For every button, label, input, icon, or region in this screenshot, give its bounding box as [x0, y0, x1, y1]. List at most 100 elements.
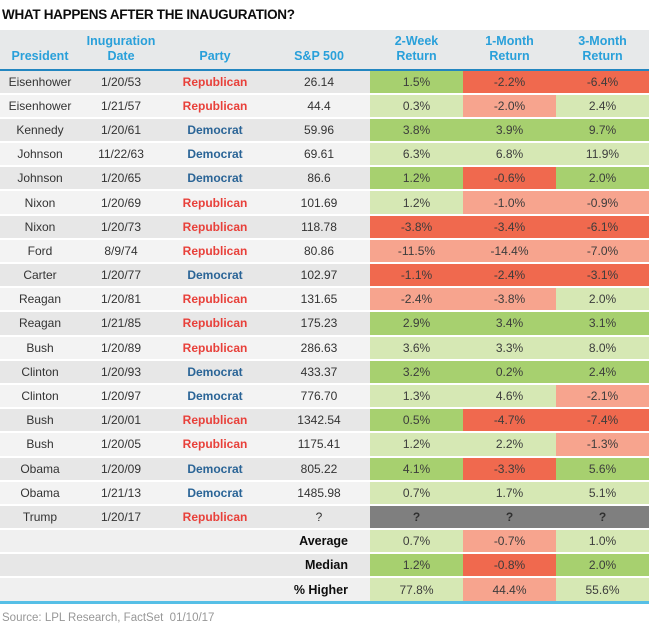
sp500-cell: 1342.54 [268, 408, 370, 434]
date-cell: 1/20/73 [80, 214, 162, 240]
return-cell-3-month: 5.1% [556, 480, 649, 506]
president-cell: Bush [0, 432, 80, 458]
summary-return-cell-2-week: 1.2% [370, 553, 463, 579]
summary-label: Median [0, 553, 370, 579]
return-cell-2-week: 1.3% [370, 383, 463, 410]
return-cell-1-month: ? [463, 504, 556, 531]
party-cell: Republican [162, 335, 268, 361]
president-cell: Kennedy [0, 117, 80, 144]
sp500-cell: 776.70 [268, 383, 370, 410]
return-cell-2-week: 3.2% [370, 359, 463, 385]
return-cell-1-month: 0.2% [463, 359, 556, 385]
summary-return-cell-1-month: 44.4% [463, 577, 556, 604]
table-row: Reagan 1/20/81 Republican 131.65 -2.4% -3.8% 2… [0, 287, 649, 313]
sp500-cell: 118.78 [268, 214, 370, 240]
party-cell: Republican [162, 69, 268, 95]
return-cell-2-week: -2.4% [370, 287, 463, 313]
return-cell-2-week: 3.6% [370, 335, 463, 361]
party-cell: Republican [162, 432, 268, 458]
return-cell-2-week: -3.8% [370, 214, 463, 240]
sp500-cell: 175.23 [268, 311, 370, 337]
return-cell-2-week: 1.2% [370, 432, 463, 458]
date-cell: 1/20/53 [80, 69, 162, 95]
return-cell-2-week: 0.7% [370, 480, 463, 506]
date-cell: 8/9/74 [80, 238, 162, 265]
return-cell-1-month: -4.7% [463, 408, 556, 434]
return-cell-1-month: -14.4% [463, 238, 556, 265]
date-cell: 1/21/57 [80, 93, 162, 119]
column-header-return-2-week: 2-Week Return [370, 30, 463, 71]
return-cell-3-month: 11.9% [556, 142, 649, 168]
party-cell: Republican [162, 214, 268, 240]
return-cell-1-month: 6.8% [463, 142, 556, 168]
table-row: Carter 1/20/77 Democrat 102.97 -1.1% -2.4% -3.… [0, 263, 649, 289]
table-row: Kennedy 1/20/61 Democrat 59.96 3.8% 3.9% 9.7% [0, 117, 649, 144]
return-cell-3-month: -6.1% [556, 214, 649, 240]
summary-return-cell-3-month: 2.0% [556, 553, 649, 579]
return-cell-3-month: -3.1% [556, 263, 649, 289]
summary-row: Median 1.2% -0.8% 2.0% [0, 553, 649, 579]
date-cell: 1/20/69 [80, 190, 162, 216]
summary-return-cell-1-month: -0.7% [463, 528, 556, 555]
summary-return-cell-1-month: -0.8% [463, 553, 556, 579]
sp500-cell: 131.65 [268, 287, 370, 313]
table-header: President Inuguration Date Party S&P 500 2-We… [0, 30, 649, 71]
return-cell-1-month: 3.3% [463, 335, 556, 361]
summary-row: Average 0.7% -0.7% 1.0% [0, 528, 649, 555]
return-cell-1-month: 2.2% [463, 432, 556, 458]
return-cell-3-month: -2.1% [556, 383, 649, 410]
chart-title: WHAT HAPPENS AFTER THE INAUGURATION? [2, 7, 295, 22]
summary-label: % Higher [0, 577, 370, 604]
return-cell-3-month: 2.0% [556, 166, 649, 192]
president-cell: Johnson [0, 142, 80, 168]
sp500-cell: 1485.98 [268, 480, 370, 506]
return-cell-1-month: -0.6% [463, 166, 556, 192]
return-cell-1-month: 1.7% [463, 480, 556, 506]
president-cell: Trump [0, 504, 80, 531]
president-cell: Nixon [0, 190, 80, 216]
return-cell-3-month: ? [556, 504, 649, 531]
summary-body: Average 0.7% -0.7% 1.0% Median 1.2% -0.8% 2.0%%… [0, 528, 649, 604]
return-cell-1-month: -1.0% [463, 190, 556, 216]
sp500-cell: 805.22 [268, 456, 370, 482]
return-cell-1-month: -2.0% [463, 93, 556, 119]
table-row: Bush 1/20/01 Republican 1342.54 0.5% -4.7% -7.… [0, 408, 649, 434]
return-cell-3-month: 8.0% [556, 335, 649, 361]
president-cell: Nixon [0, 214, 80, 240]
sp500-cell: 1175.41 [268, 432, 370, 458]
column-header-party: Party [162, 30, 268, 71]
column-header-president: President [0, 30, 80, 71]
party-cell: Democrat [162, 263, 268, 289]
date-cell: 1/20/17 [80, 504, 162, 531]
column-header-sp500: S&P 500 [268, 30, 370, 71]
party-cell: Republican [162, 238, 268, 265]
return-cell-1-month: 3.4% [463, 311, 556, 337]
return-cell-2-week: ? [370, 504, 463, 531]
table-row: Obama 1/21/13 Democrat 1485.98 0.7% 1.7% 5.1% [0, 480, 649, 506]
sp500-cell: 59.96 [268, 117, 370, 144]
party-cell: Republican [162, 311, 268, 337]
return-cell-3-month: 5.6% [556, 456, 649, 482]
date-cell: 1/20/61 [80, 117, 162, 144]
summary-return-cell-3-month: 1.0% [556, 528, 649, 555]
date-cell: 1/20/81 [80, 287, 162, 313]
return-cell-3-month: -7.4% [556, 408, 649, 434]
party-cell: Democrat [162, 383, 268, 410]
return-cell-2-week: 1.2% [370, 166, 463, 192]
sp500-cell: 26.14 [268, 69, 370, 95]
sp500-cell: 69.61 [268, 142, 370, 168]
president-cell: Bush [0, 408, 80, 434]
party-cell: Republican [162, 287, 268, 313]
president-cell: Eisenhower [0, 69, 80, 95]
president-cell: Reagan [0, 287, 80, 313]
table-row: Clinton 1/20/93 Democrat 433.37 3.2% 0.2% 2.4% [0, 359, 649, 385]
table-row: Clinton 1/20/97 Democrat 776.70 1.3% 4.6% -2.1… [0, 383, 649, 410]
return-cell-2-week: -11.5% [370, 238, 463, 265]
source-note: Source: LPL Research, FactSet 01/10/17 [2, 611, 215, 624]
sp500-cell: 86.6 [268, 166, 370, 192]
return-cell-1-month: 3.9% [463, 117, 556, 144]
return-cell-2-week: 6.3% [370, 142, 463, 168]
president-cell: Eisenhower [0, 93, 80, 119]
president-cell: Obama [0, 480, 80, 506]
return-cell-1-month: -3.8% [463, 287, 556, 313]
